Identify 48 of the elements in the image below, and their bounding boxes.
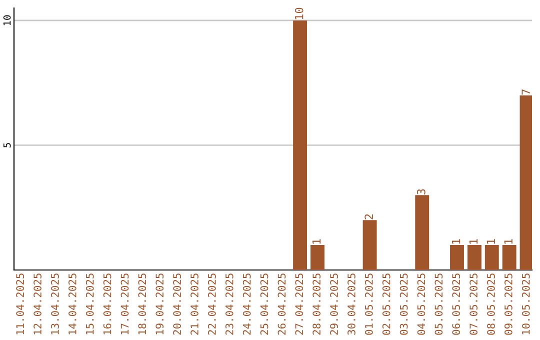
x-tick-label: 30.04.2025 (348, 274, 356, 335)
x-tick-label: 06.05.2025 (452, 274, 460, 335)
x-tick-label: 21.04.2025 (190, 274, 198, 335)
x-tick-label: 10.05.2025 (522, 274, 530, 334)
x-tick-label: 25.04.2025 (260, 274, 268, 335)
bar (362, 220, 377, 270)
data-label: 2 (364, 214, 373, 220)
x-tick-label: 08.05.2025 (487, 274, 495, 335)
x-tick-label: 27.04.2025 (295, 274, 304, 335)
bar (415, 195, 430, 270)
bar (310, 245, 324, 270)
bar (293, 20, 308, 270)
data-label: 1 (452, 239, 460, 244)
x-tick-label: 05.05.2025 (434, 274, 443, 335)
bar (502, 245, 516, 270)
x-tick-label: 01.05.2025 (364, 274, 373, 335)
y-tick-label: 5 (4, 143, 11, 148)
x-tick-label: 24.04.2025 (242, 274, 251, 335)
x-tick-label: 14.04.2025 (68, 274, 76, 334)
bar (450, 245, 464, 270)
x-tick-label: 09.05.2025 (504, 274, 512, 335)
x-tick-label: 17.04.2025 (120, 274, 129, 334)
x-tick-label: 18.04.2025 (138, 274, 146, 334)
data-label: 1 (486, 239, 495, 244)
x-tick-label: 04.05.2025 (417, 274, 426, 335)
x-tick-label: 12.04.2025 (34, 274, 42, 334)
x-tick-label: 16.04.2025 (103, 274, 112, 334)
data-label: 1 (504, 239, 512, 244)
x-tick-label: 22.04.2025 (208, 274, 216, 335)
bar (484, 245, 499, 270)
data-label: 10 (294, 8, 304, 20)
data-label: 1 (312, 239, 321, 244)
data-label: 1 (469, 239, 478, 244)
data-label: 3 (416, 189, 426, 194)
x-tick-label: 07.05.2025 (470, 274, 478, 335)
x-tick-label: 26.04.2025 (278, 274, 286, 335)
x-tick-label: 13.04.2025 (51, 274, 59, 334)
bar (467, 245, 482, 270)
x-tick-label: 19.04.2025 (156, 274, 164, 334)
x-tick-label: 11.04.2025 (16, 274, 24, 334)
x-tick-label: 28.04.2025 (312, 274, 321, 335)
x-tick-label: 15.04.2025 (86, 274, 94, 334)
data-label: 7 (522, 89, 530, 95)
x-tick-label: 02.05.2025 (382, 274, 390, 335)
x-tick-label: 29.04.2025 (330, 274, 338, 335)
x-tick-label: 20.04.2025 (173, 274, 181, 335)
x-tick-label: 03.05.2025 (400, 274, 408, 335)
x-tick-label: 23.04.2025 (225, 274, 234, 335)
